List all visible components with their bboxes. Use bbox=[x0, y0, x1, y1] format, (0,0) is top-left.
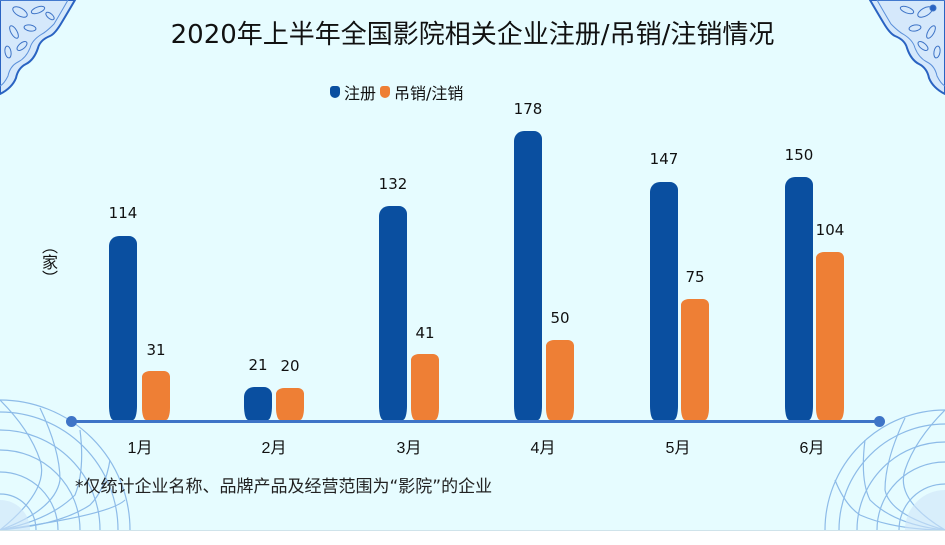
legend-item-revoked: 吊销/注销 bbox=[380, 80, 463, 104]
slide-canvas: 2020年上半年全国影院相关企业注册/吊销/注销情况 注册 吊销/注销 （家） … bbox=[0, 0, 945, 531]
bar-registered-jun bbox=[785, 177, 813, 420]
value-label-registered-apr: 178 bbox=[513, 100, 543, 118]
x-axis-line bbox=[72, 420, 880, 423]
value-label-registered-feb: 21 bbox=[248, 356, 268, 374]
mandala-bottom-right-icon bbox=[824, 409, 945, 530]
ornament-top-left-icon bbox=[0, 0, 77, 95]
x-tick-may: 5月 bbox=[665, 440, 691, 457]
x-tick-mar: 3月 bbox=[396, 440, 422, 457]
x-tick-jan: 1月 bbox=[127, 440, 153, 457]
value-label-revoked-jan: 31 bbox=[146, 341, 166, 359]
chart-title: 2020年上半年全国影院相关企业注册/吊销/注销情况 bbox=[170, 20, 775, 50]
axis-start-dot-icon bbox=[66, 416, 77, 427]
value-label-revoked-apr: 50 bbox=[550, 309, 570, 327]
bar-revoked-apr bbox=[546, 340, 574, 420]
value-label-revoked-may: 75 bbox=[685, 268, 705, 286]
value-label-registered-mar: 132 bbox=[378, 175, 408, 193]
footnote: *仅统计企业名称、品牌产品及经营范围为“影院”的企业 bbox=[75, 477, 493, 497]
mandala-bottom-left-icon bbox=[0, 399, 131, 530]
value-label-registered-may: 147 bbox=[649, 150, 679, 168]
legend-item-registered: 注册 bbox=[330, 80, 376, 104]
bar-registered-mar bbox=[379, 206, 407, 420]
x-tick-apr: 4月 bbox=[530, 440, 556, 457]
bar-registered-may bbox=[650, 182, 678, 420]
value-label-registered-jan: 114 bbox=[108, 204, 138, 222]
legend-swatch-blue-icon bbox=[330, 86, 340, 98]
bar-registered-jan bbox=[109, 236, 137, 420]
value-label-revoked-jun: 104 bbox=[815, 221, 845, 239]
legend-swatch-orange-icon bbox=[380, 86, 391, 98]
bar-revoked-jan bbox=[142, 371, 170, 420]
bar-revoked-feb bbox=[276, 388, 304, 420]
ornament-top-right-icon bbox=[868, 0, 945, 95]
legend-label-registered: 注册 bbox=[344, 84, 377, 103]
legend-label-revoked: 吊销/注销 bbox=[394, 84, 464, 103]
bar-revoked-may bbox=[681, 299, 709, 420]
legend: 注册 吊销/注销 bbox=[330, 80, 467, 104]
value-label-registered-jun: 150 bbox=[784, 146, 814, 164]
value-label-revoked-feb: 20 bbox=[280, 357, 300, 375]
bar-revoked-mar bbox=[411, 354, 439, 420]
bar-revoked-jun bbox=[816, 252, 844, 420]
x-tick-jun: 6月 bbox=[799, 440, 825, 457]
y-axis-label: （家） bbox=[39, 238, 58, 286]
bar-registered-apr bbox=[514, 131, 542, 420]
x-tick-feb: 2月 bbox=[261, 440, 287, 457]
value-label-revoked-mar: 41 bbox=[415, 324, 435, 342]
axis-end-dot-icon bbox=[874, 416, 885, 427]
bar-registered-feb bbox=[244, 387, 272, 420]
